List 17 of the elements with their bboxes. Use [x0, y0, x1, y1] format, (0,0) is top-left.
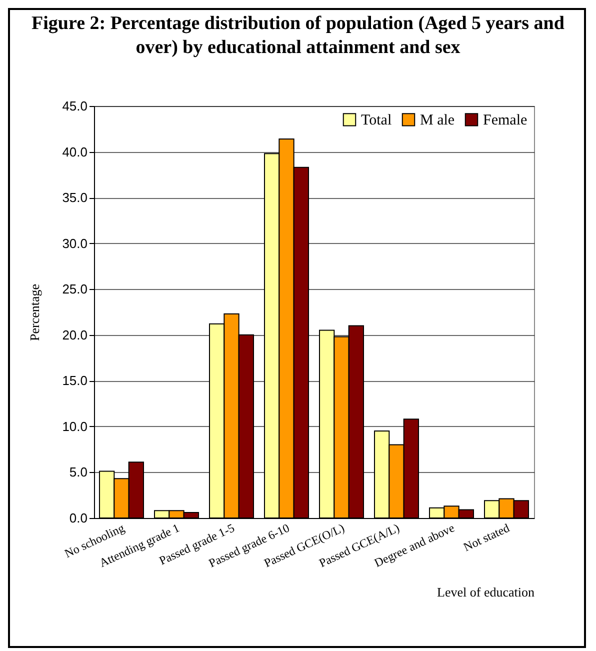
y-tick-label: 20.0 — [62, 327, 88, 342]
y-axis-title: Percentage — [27, 284, 42, 342]
y-tick-label: 45.0 — [62, 98, 88, 114]
legend-label: Total — [361, 112, 392, 129]
y-tick-label: 15.0 — [62, 373, 88, 388]
y-tick-label: 5.0 — [69, 464, 88, 480]
x-axis-title: Level of education — [437, 584, 535, 600]
y-tick-label: 10.0 — [62, 418, 88, 434]
y-tick-label: 0.0 — [69, 510, 88, 526]
y-tick-label: 25.0 — [62, 282, 88, 297]
y-tick-label: 40.0 — [62, 144, 88, 160]
legend-label: M ale — [420, 112, 455, 129]
chart-title: Figure 2: Percentage distribution of population (Aged 5 years and over) by educational attainment and sex — [30, 12, 566, 60]
legend-label: Female — [483, 112, 528, 129]
y-tick-label: 30.0 — [62, 236, 88, 251]
y-tick-label: 35.0 — [62, 190, 88, 206]
x-tick-label: Not stated — [461, 520, 512, 554]
